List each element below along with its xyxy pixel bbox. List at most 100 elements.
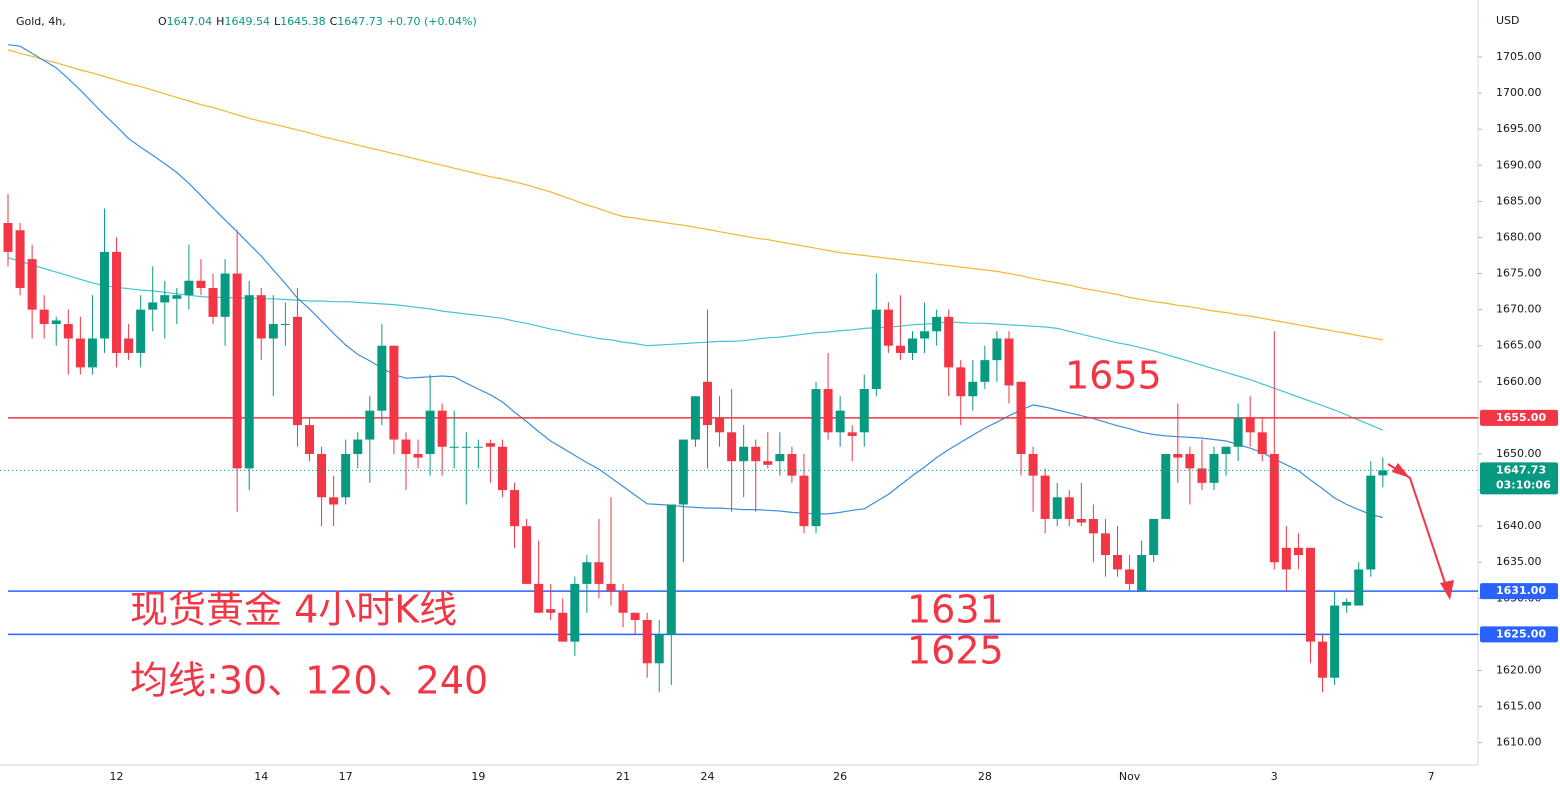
candle-body <box>1305 547 1315 642</box>
candle-body <box>15 230 25 288</box>
candle-body <box>365 410 375 440</box>
candle-body <box>883 309 893 346</box>
forecast-arrow <box>1387 463 1454 600</box>
candle-body <box>148 302 158 310</box>
level-tag-label: 1625.00 <box>1496 627 1546 640</box>
candle-body <box>751 446 761 462</box>
candle-body <box>1342 601 1352 606</box>
candle-body <box>172 295 182 299</box>
y-tick-label: 1670.00 <box>1496 303 1542 316</box>
candle-body <box>1378 470 1388 476</box>
candle-body <box>329 497 339 505</box>
current-price-tag <box>1480 462 1558 495</box>
candle-body <box>895 345 905 353</box>
x-tick-label: 24 <box>700 770 714 783</box>
candle-body <box>1197 468 1207 483</box>
y-tick-label: 1635.00 <box>1496 555 1542 568</box>
candle-body <box>534 583 544 613</box>
candle-body <box>1318 641 1328 678</box>
annotation: 均线:30、120、240 <box>130 659 488 703</box>
candle-body <box>835 410 845 433</box>
x-tick-label: 26 <box>833 770 847 783</box>
level-annotation: 1655 <box>1065 354 1162 398</box>
change: +0.70 (+0.04%) <box>387 15 477 28</box>
level-tag-label: 1631.00 <box>1496 584 1546 597</box>
candle-body <box>473 446 483 448</box>
candle-body <box>1100 533 1110 556</box>
candle-body <box>1209 453 1219 483</box>
plot-layer: 1610.001615.001620.001625.001630.001635.… <box>0 44 1542 783</box>
candle-body <box>1185 453 1195 469</box>
candle-body <box>341 453 351 498</box>
candle-body <box>558 612 568 642</box>
candle-body <box>871 309 881 390</box>
candle-body <box>268 324 278 339</box>
level-tag <box>1480 409 1558 426</box>
candle-body <box>63 324 73 339</box>
candle-body <box>413 453 423 458</box>
ohlc-label: L <box>274 15 281 28</box>
candle-body <box>1052 497 1062 519</box>
candle-body <box>763 461 773 465</box>
y-tick-label: 1650.00 <box>1496 447 1542 460</box>
candle-body <box>112 251 122 353</box>
candle-body <box>377 345 387 411</box>
level-tag <box>1480 583 1558 600</box>
ohlc-label: O <box>158 15 167 28</box>
y-tick-label: 1660.00 <box>1496 375 1542 388</box>
candle-body <box>1149 518 1159 556</box>
candle-body <box>196 280 206 288</box>
candle-body <box>160 295 170 303</box>
level-annotation: 1631 <box>907 588 1004 632</box>
candle-body <box>522 526 532 584</box>
candle-body <box>654 634 664 664</box>
candle-body <box>582 562 592 584</box>
candle-body <box>1366 475 1376 570</box>
candle-body <box>124 338 134 353</box>
candle-body <box>956 367 966 397</box>
x-tick-label: 7 <box>1428 770 1435 783</box>
x-tick-label: Nov <box>1119 770 1141 783</box>
candle-body <box>944 316 954 368</box>
y-tick-label: 1665.00 <box>1496 339 1542 352</box>
candle-body <box>618 591 628 613</box>
candle-body <box>75 338 85 368</box>
candle-body <box>1064 497 1074 519</box>
candle-body <box>1076 518 1086 523</box>
candle-body <box>727 432 737 462</box>
level-annotation: 1625 <box>907 629 1004 673</box>
candle-body <box>968 381 978 397</box>
candle-body <box>1088 518 1098 534</box>
candle-body <box>27 259 37 310</box>
candle-body <box>1028 453 1038 476</box>
candle-body <box>1040 475 1050 519</box>
candle-body <box>51 320 61 325</box>
candle-body <box>510 490 520 527</box>
y-tick-label: 1700.00 <box>1496 86 1542 99</box>
candle-body <box>678 439 688 505</box>
candle-body <box>305 425 314 454</box>
candle-body <box>1173 453 1183 458</box>
candle-body <box>1257 432 1267 454</box>
candle-body <box>497 446 507 491</box>
candle-body <box>642 619 652 664</box>
candle-body <box>1113 555 1123 570</box>
candle-body <box>256 295 266 339</box>
arrow-head <box>1440 580 1454 600</box>
candle-body <box>594 562 604 584</box>
ohlc-label: H <box>216 15 224 28</box>
x-tick-label: 12 <box>110 770 124 783</box>
y-tick-label: 1640.00 <box>1496 519 1542 532</box>
candle-body <box>1293 547 1303 556</box>
candle-body <box>1161 453 1171 519</box>
candle-body <box>980 360 990 382</box>
candle-body <box>1330 605 1340 678</box>
current-price-label: 1647.73 <box>1496 463 1546 476</box>
candle-body <box>690 396 700 440</box>
candle-body <box>811 389 821 527</box>
x-tick-label: 3 <box>1271 770 1278 783</box>
candle-body <box>546 609 556 613</box>
y-tick-label: 1685.00 <box>1496 194 1542 207</box>
moving-average <box>7 49 1383 341</box>
